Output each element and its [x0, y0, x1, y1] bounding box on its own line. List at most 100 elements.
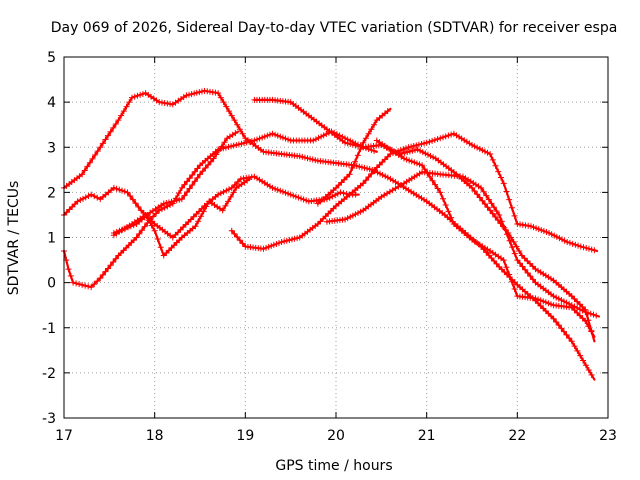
- series-sat-g: [228, 130, 599, 254]
- data-point: [506, 271, 513, 278]
- data-point: [288, 236, 295, 243]
- data-point: [91, 281, 98, 288]
- data-point: [384, 108, 391, 115]
- data-point: [590, 311, 597, 318]
- data-point: [120, 247, 127, 254]
- x-tick-label: 19: [236, 428, 254, 444]
- data-point: [471, 188, 478, 195]
- data-point: [150, 213, 157, 220]
- data-point: [357, 208, 364, 215]
- data-point: [218, 143, 225, 150]
- data-point: [76, 281, 83, 288]
- data-point: [298, 195, 305, 202]
- data-point: [582, 308, 589, 315]
- data-point: [168, 244, 175, 251]
- data-point: [279, 188, 286, 195]
- data-point: [105, 132, 112, 139]
- data-point: [382, 173, 389, 180]
- data-point: [566, 335, 573, 342]
- data-point: [430, 154, 437, 161]
- data-point: [545, 300, 552, 307]
- data-point: [176, 196, 183, 203]
- data-point: [135, 203, 142, 210]
- data-point: [171, 242, 178, 249]
- data-point: [188, 91, 195, 98]
- data-point: [540, 305, 547, 312]
- data-point: [537, 297, 544, 304]
- data-point: [226, 186, 233, 193]
- data-point: [236, 126, 243, 133]
- data-point: [131, 93, 138, 100]
- data-point: [498, 218, 505, 225]
- data-point: [79, 171, 86, 178]
- data-point: [401, 149, 408, 156]
- data-point: [282, 189, 289, 196]
- data-point: [496, 211, 503, 218]
- data-point: [530, 224, 537, 231]
- data-point: [511, 250, 518, 257]
- data-point: [579, 315, 586, 322]
- data-point: [228, 112, 235, 119]
- x-axis-ticks: 17 18 19 20 21 22 23: [55, 57, 617, 444]
- y-tick-label: 1: [47, 231, 56, 247]
- data-point: [405, 144, 412, 151]
- data-point: [576, 312, 583, 319]
- data-point: [130, 222, 137, 229]
- data-point: [582, 362, 589, 369]
- data-point: [593, 312, 600, 319]
- data-point: [414, 146, 421, 153]
- data-point: [566, 239, 573, 246]
- data-point: [88, 284, 95, 291]
- data-point: [527, 273, 534, 280]
- data-point: [194, 174, 201, 181]
- data-point: [215, 90, 222, 97]
- data-point: [426, 138, 433, 145]
- data-point: [579, 307, 586, 314]
- data-point: [529, 276, 536, 283]
- data-point: [585, 317, 592, 324]
- data-point: [234, 178, 241, 185]
- data-point: [300, 196, 307, 203]
- data-point: [246, 138, 253, 145]
- data-point: [263, 244, 270, 251]
- data-point: [217, 190, 224, 197]
- data-point: [553, 318, 560, 325]
- data-point: [234, 234, 241, 241]
- data-point: [556, 235, 563, 242]
- data-point: [115, 252, 122, 259]
- data-point: [574, 298, 581, 305]
- data-point: [569, 240, 576, 247]
- data-point: [281, 238, 288, 245]
- data-point: [132, 200, 139, 207]
- data-point: [253, 136, 260, 143]
- data-point: [365, 130, 372, 137]
- data-point: [110, 184, 117, 191]
- data-point: [186, 185, 193, 192]
- data-point: [181, 192, 188, 199]
- data-point: [77, 197, 84, 204]
- data-point: [320, 132, 327, 139]
- data-point: [362, 135, 369, 142]
- data-point: [115, 117, 122, 124]
- data-point: [107, 262, 114, 269]
- data-point: [357, 146, 364, 153]
- data-point: [141, 223, 148, 230]
- data-point: [371, 147, 378, 154]
- data-point: [485, 196, 492, 203]
- data-point: [216, 147, 223, 154]
- data-point: [524, 257, 531, 264]
- data-point: [154, 236, 161, 243]
- data-point: [107, 128, 114, 135]
- data-point: [299, 153, 306, 160]
- series-line: [62, 175, 360, 239]
- data-point: [278, 239, 285, 246]
- data-point: [411, 159, 418, 166]
- data-point: [487, 151, 494, 158]
- data-point: [434, 185, 441, 192]
- data-point: [82, 194, 89, 201]
- data-point: [553, 233, 560, 240]
- data-point: [585, 309, 592, 316]
- data-point: [480, 188, 487, 195]
- data-point: [110, 229, 117, 236]
- data-point: [355, 142, 362, 149]
